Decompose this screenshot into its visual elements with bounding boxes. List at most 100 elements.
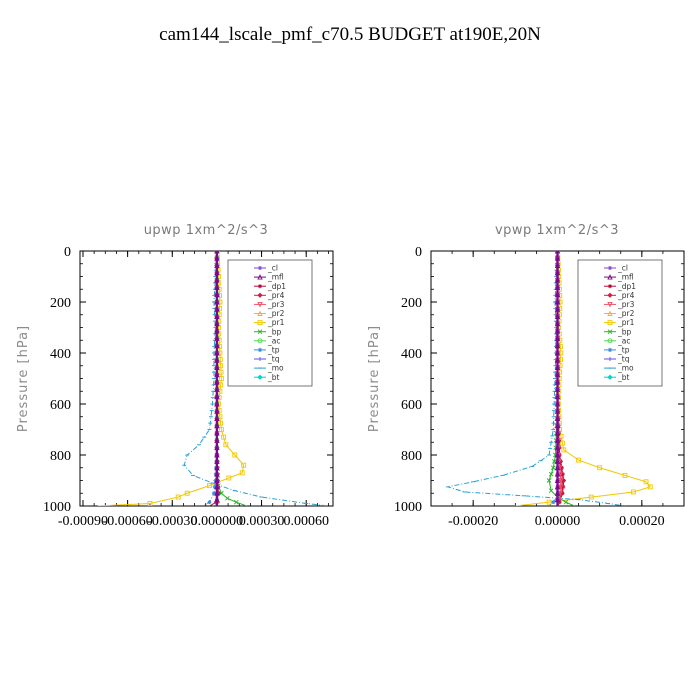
vpwp-point-mfl [554,430,561,436]
vpwp-legend-label: _pr2 [617,309,635,318]
vpwp-point-bp [546,478,552,483]
legend-marker-bp [257,329,263,335]
legend-marker-bp [607,329,613,335]
upwp-x-tick-label: 0.00060 [283,514,329,529]
page-title: cam144_lscale_pmf_c70.5 BUDGET at190E,20… [159,24,541,45]
vpwp-legend-label: _tp [617,346,630,355]
vpwp-point-pr1 [576,457,582,463]
vpwp-point-mfl [554,357,561,363]
vpwp-point-tp [551,500,556,505]
upwp-point-tp [211,491,216,496]
upwp-point-mfl [214,386,220,392]
upwp-point-pr1 [232,452,238,458]
vpwp-point-pr1 [597,465,603,471]
legend-marker-pr3 [607,301,613,308]
upwp-point-pr1 [223,442,229,448]
upwp-legend-box [227,259,313,387]
vpwp-point-bp [548,471,554,477]
upwp-point-mfl [214,444,220,451]
upwp-point-pr1 [221,434,227,440]
vpwp-point-mfl [554,477,561,483]
vpwp-chart: vpwp 1xm^2/s^3 Pressure [hPa] 0 200 400 600 8… [367,223,685,529]
vpwp-point-pr1 [643,479,649,485]
upwp-y-axis-label: Pressure [hPa] [16,325,31,432]
vpwp-legend-label: _pr4 [617,291,635,300]
upwp-point-mfl [214,393,220,400]
legend-marker-dp1 [608,284,612,289]
upwp-point-mfl [214,379,220,385]
vpwp-legend-label: _dp1 [617,282,636,291]
vpwp-point-mfl [554,298,561,305]
upwp-point-mfl [214,262,220,269]
upwp-point-pr1 [226,475,232,481]
upwp-point-pr1 [241,462,247,468]
upwp-legend-label: _bt [267,373,280,382]
upwp-y-tick-label: 400 [50,347,71,362]
upwp-y-tick-label: 800 [50,449,71,464]
vpwp-point-bp [550,465,556,471]
vpwp-point-mfl [554,306,561,312]
upwp-point-mfl [214,251,220,254]
legend-marker-tp [608,347,612,352]
upwp-legend-label: _ac [267,336,280,345]
legend-marker-ac [607,338,613,344]
upwp-point-mfl [214,415,220,422]
upwp-point-mfl [214,328,220,334]
vpwp-point-bp [548,488,554,494]
upwp-point-mfl [214,483,220,490]
vpwp-legend: _cl_mfl_dp1_pr4_pr3_pr2_pr1_bp_ac_tp_tq_… [577,259,663,387]
upwp-legend: _cl_mfl_dp1_pr4_pr3_pr2_pr1_bp_ac_tp_tq_… [227,259,313,387]
legend-marker-pr2 [257,310,263,316]
legend-marker-ac [257,338,263,344]
legend-marker-mfl [607,274,613,280]
vpwp-point-dp1 [557,500,562,505]
vpwp-point-mfl [554,255,561,261]
legend-marker-pr2 [607,310,613,316]
upwp-legend-label: _pr2 [267,309,285,318]
vpwp-point-mfl [554,291,561,298]
upwp-point-bp [233,499,239,505]
vpwp-point-dp1 [558,459,563,464]
upwp-point-pr1 [147,501,153,506]
legend-marker-pr4 [607,292,613,298]
vpwp-point-dp1 [559,465,564,470]
upwp-point-mfl [214,471,220,477]
upwp-chart: upwp 1xm^2/s^3 Pressure [hPa] 0 200 400 600 8… [16,223,334,529]
vpwp-point-mfl [554,471,561,477]
vpwp-point-mfl [554,464,561,471]
vpwp-point-mfl [554,386,561,392]
upwp-legend-label: _pr4 [267,291,285,300]
vpwp-point-mfl [554,490,561,496]
vpwp-legend-label: _pr3 [617,300,635,309]
legend-marker-tq [258,357,262,361]
upwp-point-bp [219,490,224,496]
upwp-point-mfl [214,342,220,349]
upwp-point-mfl [214,400,220,407]
vpwp-point-pr1 [546,499,552,505]
vpwp-point-pr1 [630,489,636,495]
upwp-point-mfl [214,364,220,371]
vpwp-y-tick-label: 0 [415,245,422,260]
vpwp-point-mfl [554,320,561,327]
vpwp-x-tick-label: -0.00020 [448,514,498,529]
upwp-point-mfl [214,269,220,276]
legend-marker-bt [257,374,263,380]
vpwp-point-mfl [554,408,561,414]
upwp-y-tick-label: 0 [64,245,71,260]
legend-marker-bt [607,374,613,380]
vpwp-point-pr1 [647,484,653,490]
vpwp-point-mfl [554,277,561,283]
vpwp-legend-label: _tq [617,355,630,364]
vpwp-point-bp [563,499,569,505]
vpwp-series-group [445,251,653,506]
vpwp-point-mfl [554,483,561,490]
vpwp-y-tick-label: 200 [401,296,422,311]
legend-marker-cl [258,266,262,270]
upwp-point-mfl [214,496,220,503]
upwp-point-pr1 [218,369,224,375]
vpwp-legend-box [577,259,663,387]
upwp-point-pr1 [175,494,181,500]
vpwp-legend-label: _bt [617,373,630,382]
vpwp-point-mfl [554,269,561,276]
vpwp-point-mfl [554,496,561,503]
